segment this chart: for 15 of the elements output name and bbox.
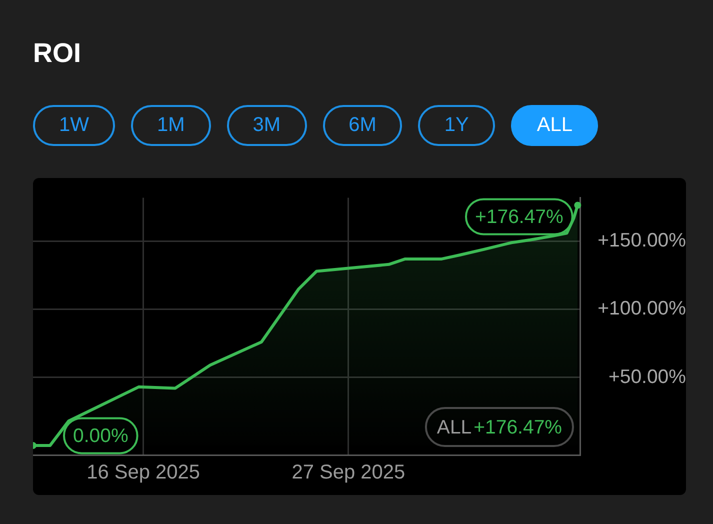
range-button: 1M	[131, 105, 211, 146]
range-button: 1Y	[418, 105, 495, 146]
range-button: 3M	[226, 105, 307, 146]
y-tick-label: +50.00%	[608, 366, 686, 388]
annotation: 0.00%	[72, 425, 128, 448]
range-button: 1W	[33, 105, 115, 146]
y-tick-label: +150.00%	[598, 230, 686, 252]
y-tick-label: +100.00%	[598, 298, 686, 320]
range-button: ALL	[510, 105, 598, 146]
x-tick-label: 27 Sep 2025	[292, 462, 406, 484]
chart-title: ROI	[33, 38, 82, 68]
range-button: 6M	[322, 105, 402, 146]
annotation: ALL+176.47%	[436, 416, 562, 438]
annotation: +176.47%	[474, 206, 564, 228]
x-tick-label: 16 Sep 2025	[86, 462, 200, 484]
